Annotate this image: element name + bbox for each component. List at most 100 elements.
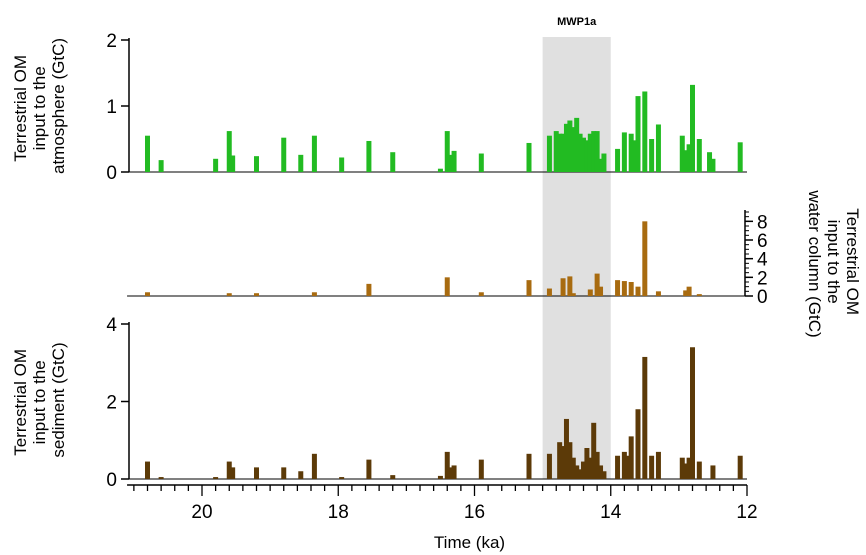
bar <box>546 135 552 172</box>
bar <box>615 455 621 479</box>
bar <box>557 442 563 479</box>
bar <box>444 277 450 296</box>
bar <box>158 477 164 479</box>
x-tick-label: 14 <box>600 502 622 523</box>
bar <box>679 135 685 172</box>
bar <box>683 463 689 479</box>
y-tick-label: 6 <box>757 231 768 252</box>
bar <box>655 451 661 479</box>
y-axis-title-sediment: Terrestrial OM input to the sediment (Gt… <box>11 342 68 457</box>
bar <box>311 135 317 172</box>
bar <box>570 293 576 296</box>
bar <box>707 152 713 172</box>
bar <box>625 455 631 479</box>
y-tick-label: 4 <box>106 315 117 336</box>
bar <box>254 293 259 296</box>
y-tick-label: 4 <box>757 250 768 271</box>
bar <box>690 347 695 479</box>
bar <box>587 133 593 172</box>
bar <box>587 457 593 479</box>
bar <box>696 139 702 172</box>
bar <box>158 160 164 172</box>
bar <box>526 453 532 479</box>
y-tick-label: 8 <box>757 212 768 233</box>
ylabel-line: Terrestrial OM <box>11 349 30 456</box>
bar <box>526 280 532 296</box>
bar <box>587 289 593 296</box>
bar <box>567 276 573 296</box>
bar <box>649 455 655 479</box>
bar <box>594 451 600 479</box>
y-tick-label: 0 <box>106 470 117 491</box>
bar <box>621 451 627 479</box>
bars-sediment <box>127 347 747 480</box>
bar <box>563 418 569 479</box>
panel-sediment: 0 2 4 Terrestrial OM input to the sediment… <box>11 315 747 491</box>
bar <box>686 457 692 479</box>
bar <box>679 457 685 479</box>
bar <box>632 140 638 172</box>
y-tick-label: 0 <box>757 287 768 308</box>
bar <box>594 131 600 172</box>
bar <box>598 158 604 172</box>
bar <box>567 442 573 479</box>
ylabel-line: Terrestrial OM <box>843 208 862 315</box>
bar <box>390 475 396 479</box>
mwp1a-shading <box>542 37 611 479</box>
bar <box>649 139 655 172</box>
bar <box>226 461 232 479</box>
y-tick-label: 2 <box>106 393 117 414</box>
bar <box>570 127 576 172</box>
bar <box>478 459 484 479</box>
y-tick-label: 2 <box>106 31 117 52</box>
bar <box>591 131 597 172</box>
bar <box>683 150 689 172</box>
bars-atmosphere <box>127 84 747 173</box>
bar <box>615 280 621 296</box>
bar <box>696 461 702 479</box>
bar <box>281 467 287 479</box>
bar <box>710 465 716 479</box>
bar <box>686 144 692 172</box>
ylabel-line: input to the <box>30 66 49 150</box>
bar <box>737 142 743 172</box>
bar <box>635 286 641 296</box>
bar <box>655 124 661 172</box>
bar <box>230 155 236 172</box>
bar <box>584 448 590 479</box>
bar <box>635 409 641 479</box>
bar <box>577 469 583 479</box>
bar <box>581 137 586 172</box>
x-tick-label: 12 <box>736 502 757 523</box>
bar <box>574 117 580 172</box>
bar <box>311 292 317 296</box>
bar <box>696 294 702 296</box>
y-tick-label: 2 <box>757 268 768 289</box>
bar <box>366 140 372 172</box>
bar <box>560 278 566 296</box>
x-tick-label: 16 <box>464 502 485 523</box>
bar <box>628 282 634 296</box>
ylabel-line: input to the <box>30 360 49 444</box>
panel-atmosphere: 0 1 2 Terrestrial OM input to the atmosphe… <box>11 31 747 184</box>
bar <box>213 477 219 479</box>
bar <box>553 131 559 172</box>
bar <box>298 154 304 172</box>
bar <box>690 84 695 172</box>
bar <box>339 477 345 479</box>
bar <box>226 131 232 172</box>
y-axis-title-water-column: Terrestrial OM input to the water column… <box>805 189 862 337</box>
bar <box>635 96 641 172</box>
bar <box>213 158 219 172</box>
bar <box>563 123 569 172</box>
bar <box>710 158 716 172</box>
bar <box>591 422 597 479</box>
y-axis-title-atmosphere: Terrestrial OM input to the atmosphere (… <box>11 38 68 174</box>
y-tick-label: 0 <box>106 163 117 184</box>
bar <box>642 91 648 172</box>
bar <box>628 436 634 479</box>
bar <box>366 283 372 296</box>
